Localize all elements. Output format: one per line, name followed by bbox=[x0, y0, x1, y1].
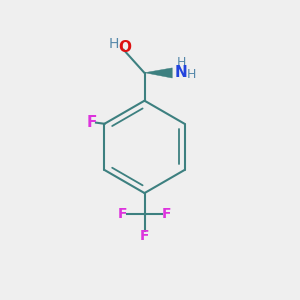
Text: H: H bbox=[108, 37, 119, 51]
Text: F: F bbox=[162, 207, 171, 221]
Text: O: O bbox=[118, 40, 131, 55]
Text: F: F bbox=[118, 207, 127, 221]
Text: H: H bbox=[187, 68, 196, 81]
Text: H: H bbox=[176, 56, 186, 69]
Text: F: F bbox=[86, 115, 97, 130]
Text: F: F bbox=[140, 229, 149, 243]
Polygon shape bbox=[145, 68, 172, 78]
Text: N: N bbox=[175, 65, 188, 80]
